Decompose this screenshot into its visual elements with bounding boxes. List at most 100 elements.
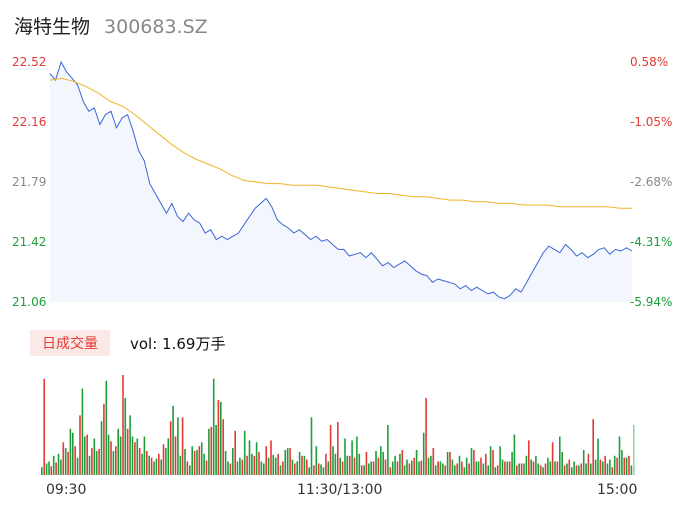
volume-bar (401, 450, 404, 475)
volume-bar (528, 440, 530, 475)
volume-bar (232, 448, 234, 475)
volume-bar (494, 467, 497, 475)
volume-bar (623, 457, 626, 475)
y-left-tick: 22.52 (12, 55, 46, 69)
volume-bar (86, 434, 88, 475)
volume-bar (234, 430, 236, 475)
volume-bar (308, 467, 310, 475)
volume-bar (329, 425, 332, 475)
volume-bar (427, 457, 430, 475)
volume-bar (339, 457, 341, 475)
volume-bar (84, 436, 86, 475)
volume-bar (633, 425, 635, 475)
price-area (50, 62, 632, 302)
y-right-tick: -4.31% (630, 235, 672, 249)
volume-bar (172, 405, 174, 475)
volume-bar (463, 467, 466, 475)
volume-bar (363, 465, 365, 475)
volume-bar (253, 455, 256, 475)
volume-bar (506, 461, 509, 475)
volume-bar (69, 428, 72, 475)
volume-bar (375, 451, 377, 475)
volume-bar (578, 465, 580, 475)
volume-bar (193, 451, 196, 475)
volume-bar (556, 461, 559, 475)
volume-bar (43, 378, 45, 475)
volume-bar (129, 415, 131, 475)
volume-bar (220, 401, 222, 475)
volume-bar (81, 388, 84, 475)
volume-bar (227, 461, 229, 475)
volume-bar (551, 442, 554, 475)
volume-bar (430, 455, 432, 475)
volume-bar (482, 463, 485, 475)
volume-bar (95, 451, 98, 475)
volume-bar (196, 450, 198, 475)
volume-bar (181, 417, 184, 475)
volume-chart (41, 375, 635, 475)
volume-bar (248, 440, 251, 475)
volume-bar (475, 461, 478, 475)
volume-bar (327, 461, 330, 475)
volume-bar (265, 446, 267, 475)
volume-bar (186, 461, 189, 475)
volume-bar (270, 440, 272, 475)
volume-bar (126, 428, 129, 475)
volume-bar (179, 455, 182, 475)
volume-bar (542, 467, 544, 475)
volume-bar (210, 426, 213, 475)
volume-bar (301, 455, 303, 475)
volume-bar (303, 455, 306, 475)
volume-bar (167, 438, 170, 475)
volume-bar (587, 453, 590, 475)
volume-bar (525, 455, 528, 475)
volume-bar (368, 463, 370, 475)
volume-bar (124, 398, 127, 475)
time-label-midday: 11:30/13:00 (297, 482, 383, 498)
volume-bar (103, 403, 105, 475)
volume-bar (535, 455, 537, 475)
volume-bar (115, 446, 117, 475)
volume-bar (563, 465, 566, 475)
volume-bar (492, 450, 494, 475)
volume-bar (351, 440, 353, 475)
volume-bar (599, 459, 602, 475)
volume-bar (169, 421, 172, 475)
volume-bar (592, 419, 594, 475)
volume-bar (165, 448, 167, 475)
volume-bar (468, 463, 470, 475)
volume-bar (72, 432, 74, 475)
volume-bar (136, 438, 139, 475)
volume-bar (394, 455, 396, 475)
volume-bar (62, 442, 65, 475)
volume-bar (241, 459, 244, 475)
volume-bar (611, 467, 614, 475)
volume-bar (143, 436, 146, 475)
volume-bar (272, 454, 275, 475)
volume-bar (532, 461, 535, 475)
volume-badge[interactable]: 日成交量 (30, 330, 110, 356)
volume-bar (320, 464, 322, 475)
volume-bar (547, 457, 549, 475)
volume-bar (411, 460, 413, 475)
volume-bar (93, 438, 96, 475)
volume-bar (277, 453, 279, 475)
volume-bar (284, 450, 287, 475)
volume-bar (604, 455, 606, 475)
volume-bar (613, 455, 616, 475)
volume-bar (222, 419, 224, 475)
volume-bar (50, 466, 53, 475)
y-right-tick: -1.05% (630, 115, 672, 129)
volume-bar (208, 428, 210, 475)
volume-bar (203, 453, 205, 475)
volume-bar (60, 459, 62, 475)
y-right-tick: -2.68% (630, 175, 672, 189)
volume-bar (346, 455, 349, 475)
volume-bar (530, 459, 532, 475)
volume-bar (380, 446, 382, 475)
volume-bar (628, 455, 630, 475)
time-label-close: 15:00 (597, 482, 638, 498)
volume-bar (480, 457, 482, 475)
volume-bar (279, 465, 282, 475)
volume-bar (348, 455, 351, 475)
